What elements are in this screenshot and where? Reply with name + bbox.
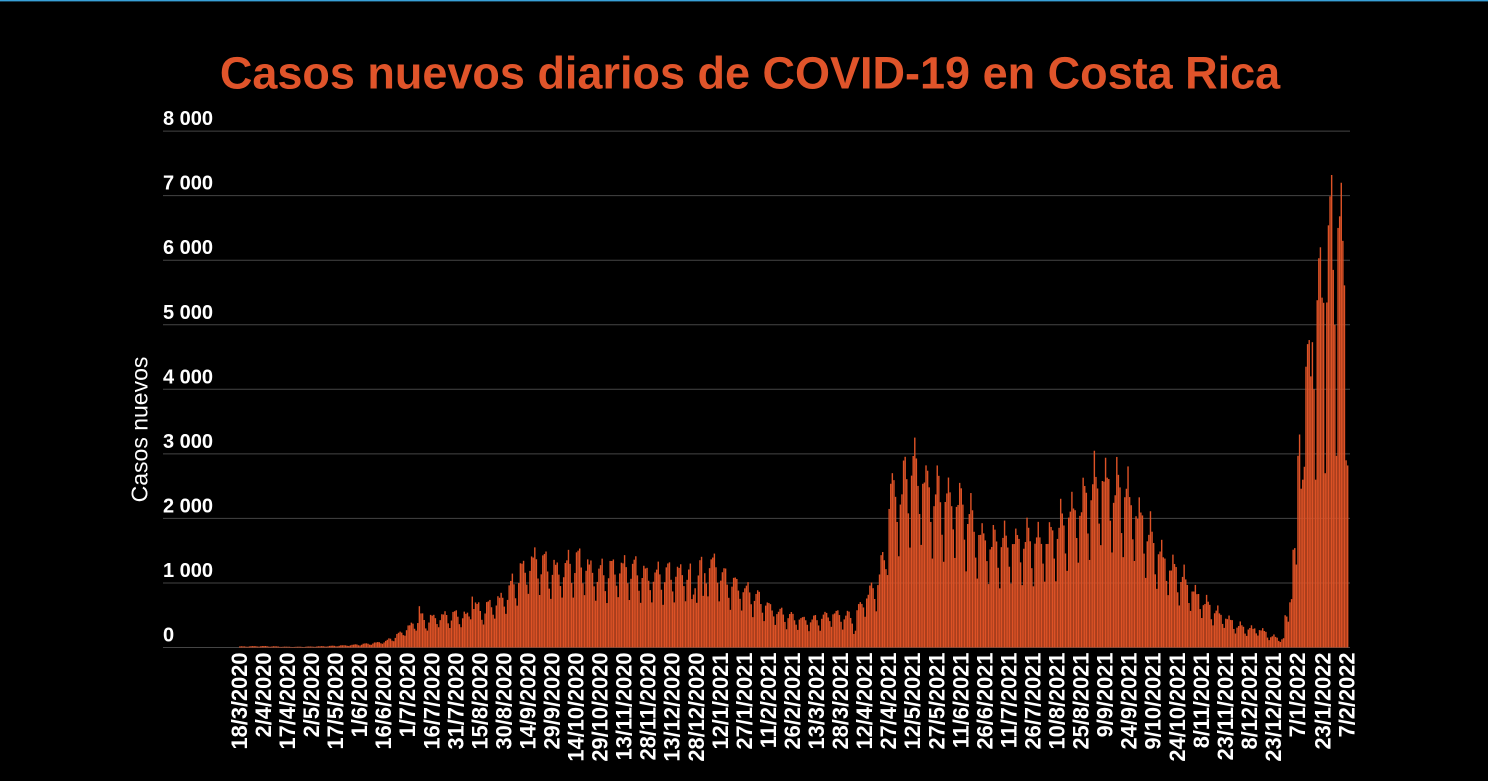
svg-text:1/7/2020: 1/7/2020 xyxy=(395,653,420,738)
svg-text:2/5/2020: 2/5/2020 xyxy=(299,653,324,738)
svg-text:7/1/2022: 7/1/2022 xyxy=(1285,653,1310,738)
svg-text:26/6/2021: 26/6/2021 xyxy=(972,653,997,750)
svg-text:0: 0 xyxy=(163,625,174,647)
svg-text:8/12/2021: 8/12/2021 xyxy=(1237,653,1262,750)
svg-text:8/11/2021: 8/11/2021 xyxy=(1189,653,1214,749)
svg-text:2/4/2020: 2/4/2020 xyxy=(251,653,276,738)
svg-text:17/5/2020: 17/5/2020 xyxy=(323,653,348,750)
svg-text:7 000: 7 000 xyxy=(163,173,213,195)
svg-text:11/2/2021: 11/2/2021 xyxy=(756,653,781,749)
svg-text:23/1/2022: 23/1/2022 xyxy=(1311,653,1336,750)
svg-text:Casos nuevos: Casos nuevos xyxy=(127,357,153,503)
svg-text:16/6/2020: 16/6/2020 xyxy=(371,653,396,750)
svg-text:31/7/2020: 31/7/2020 xyxy=(443,653,468,750)
svg-text:9/9/2021: 9/9/2021 xyxy=(1093,653,1118,738)
svg-text:30/8/2020: 30/8/2020 xyxy=(491,653,516,750)
svg-text:23/11/2021: 23/11/2021 xyxy=(1213,653,1238,761)
svg-text:23/12/2021: 23/12/2021 xyxy=(1261,653,1286,762)
svg-text:1/6/2020: 1/6/2020 xyxy=(347,653,372,738)
svg-text:27/5/2021: 27/5/2021 xyxy=(924,653,949,750)
svg-text:13/12/2020: 13/12/2020 xyxy=(660,653,685,762)
svg-text:12/5/2021: 12/5/2021 xyxy=(900,653,925,750)
svg-text:26/2/2021: 26/2/2021 xyxy=(780,653,805,750)
svg-text:14/9/2020: 14/9/2020 xyxy=(515,653,540,750)
svg-text:25/8/2021: 25/8/2021 xyxy=(1069,653,1094,750)
svg-text:6 000: 6 000 xyxy=(163,237,213,259)
svg-text:28/11/2020: 28/11/2020 xyxy=(636,653,661,761)
svg-text:2 000: 2 000 xyxy=(163,495,213,517)
svg-text:24/9/2021: 24/9/2021 xyxy=(1117,653,1142,750)
svg-text:12/4/2021: 12/4/2021 xyxy=(852,653,877,750)
svg-text:28/3/2021: 28/3/2021 xyxy=(828,653,853,750)
svg-text:18/3/2020: 18/3/2020 xyxy=(227,653,252,750)
svg-text:14/10/2020: 14/10/2020 xyxy=(564,653,589,762)
svg-text:27/4/2021: 27/4/2021 xyxy=(876,653,901,750)
svg-text:8 000: 8 000 xyxy=(163,108,213,130)
svg-text:10/8/2021: 10/8/2021 xyxy=(1045,653,1070,750)
svg-text:4 000: 4 000 xyxy=(163,366,213,388)
svg-text:3 000: 3 000 xyxy=(163,431,213,453)
svg-text:13/11/2020: 13/11/2020 xyxy=(612,653,637,761)
svg-text:11/6/2021: 11/6/2021 xyxy=(948,653,973,749)
svg-text:Casos nuevos diarios de COVID-: Casos nuevos diarios de COVID-19 en Cost… xyxy=(220,48,1281,99)
svg-text:29/9/2020: 29/9/2020 xyxy=(539,653,564,750)
svg-text:26/7/2021: 26/7/2021 xyxy=(1020,653,1045,750)
svg-text:27/1/2021: 27/1/2021 xyxy=(732,653,757,750)
svg-text:17/4/2020: 17/4/2020 xyxy=(275,653,300,750)
svg-text:24/10/2021: 24/10/2021 xyxy=(1165,653,1190,762)
svg-text:9/10/2021: 9/10/2021 xyxy=(1141,653,1166,750)
svg-text:12/1/2021: 12/1/2021 xyxy=(708,653,733,750)
svg-text:13/3/2021: 13/3/2021 xyxy=(804,653,829,750)
svg-text:5 000: 5 000 xyxy=(163,302,213,324)
svg-text:16/7/2020: 16/7/2020 xyxy=(419,653,444,750)
svg-text:11/7/2021: 11/7/2021 xyxy=(996,652,1021,748)
svg-text:28/12/2020: 28/12/2020 xyxy=(684,653,709,762)
svg-text:7/2/2022: 7/2/2022 xyxy=(1335,653,1360,738)
svg-text:15/8/2020: 15/8/2020 xyxy=(467,653,492,750)
svg-text:1 000: 1 000 xyxy=(163,560,213,582)
svg-text:29/10/2020: 29/10/2020 xyxy=(588,653,613,762)
